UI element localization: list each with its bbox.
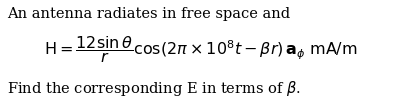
Text: An antenna radiates in free space and: An antenna radiates in free space and (7, 7, 290, 21)
Text: Find the corresponding E in terms of $\beta$.: Find the corresponding E in terms of $\b… (7, 79, 301, 98)
Text: $\mathrm{H} = \dfrac{12\sin\theta}{r}\cos(2\pi \times 10^8t - \beta r)\,\mathbf{: $\mathrm{H} = \dfrac{12\sin\theta}{r}\co… (44, 34, 357, 65)
